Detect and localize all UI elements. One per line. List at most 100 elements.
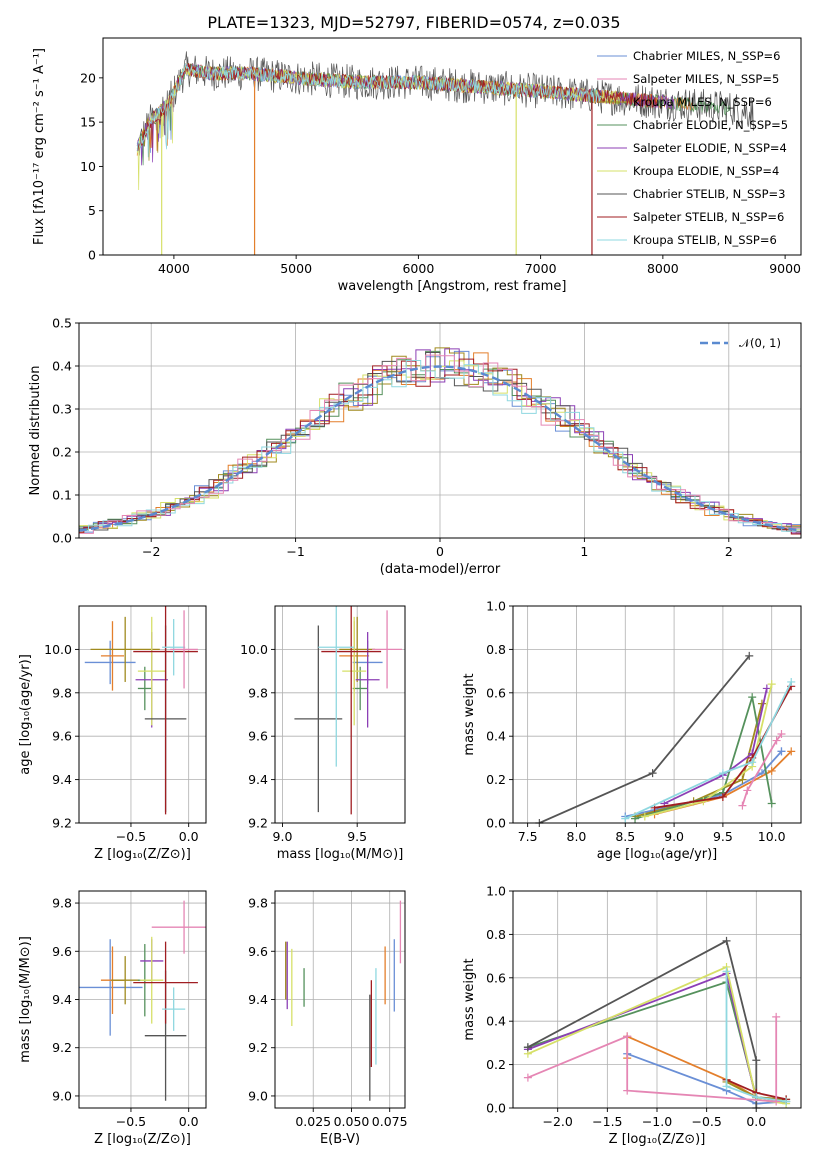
spectrum-frame — [102, 37, 802, 256]
mass_vs_Z-ytick-label-3: 9.6 — [52, 944, 72, 959]
mass_vs_ebv-xtick-label-1: 0.050 — [334, 1114, 370, 1129]
spectrum-xtick-label-5: 9000 — [769, 261, 801, 276]
age_vs_Z-ytick-label-3: 9.8 — [52, 685, 72, 700]
mass_weight_vs_age-marker-8-0 — [621, 814, 630, 823]
spectrum-legend-label-6: Chabrier STELIB, N_SSP=3 — [633, 187, 785, 201]
mass_weight_vs_Z-series-0 — [626, 1052, 787, 1105]
spectrum-ytick-label-4: 20 — [80, 70, 96, 85]
mass_weight_vs_age-marker-4-3 — [762, 684, 771, 693]
mass_weight_vs_age-series-4 — [663, 688, 768, 805]
mass-weight-vs-metallicity-panel: −2.0 −1.5 −1.0 −0.5 0.0 0.0 0.2 0.4 0.6 0.8 1.0 Z [… — [462, 884, 802, 1147]
residual-histogram-8 — [79, 360, 801, 532]
mass_vs_ebv-xlabel: E(B-V) — [320, 1132, 360, 1147]
spectrum-xlabel: wavelength [Angstrom, rest frame] — [338, 279, 567, 294]
residual-legend-label: 𝒩(0, 1) — [739, 336, 781, 350]
age_vs_mass-ytick-label-4: 10.0 — [240, 642, 268, 657]
age_vs_mass-frame — [274, 605, 406, 824]
mass_weight_vs_Z-xtick-label-1: −1.5 — [592, 1114, 622, 1129]
mass_weight_vs_Z-ytick-label-5: 1.0 — [486, 884, 506, 899]
spectrum-legend-label-5: Kroupa ELODIE, N_SSP=4 — [633, 164, 779, 178]
mass_weight_vs_age-marker-1-3 — [787, 747, 796, 756]
mass_weight_vs_age-marker-0-5 — [777, 747, 786, 756]
mass_vs_Z-ytick-label-2: 9.4 — [52, 992, 72, 1007]
mass_weight_vs_Z-marker-6-0 — [523, 1043, 532, 1052]
mass-weight-vs-age-panel: 7.5 8.0 8.5 9.0 9.5 10.0 0.0 0.2 0.4 0.6 0.8 1.0 age… — [462, 599, 802, 862]
residuals-xlabel: (data-model)/error — [380, 562, 501, 577]
mass_weight_vs_age-marker-9-2 — [772, 736, 781, 745]
mass_vs_ebv-ytick-label-3: 9.6 — [248, 944, 268, 959]
residual-histogram-7 — [79, 358, 801, 535]
age_vs_Z-frame — [78, 605, 207, 824]
mass_vs_Z-ytick-label-1: 9.2 — [52, 1040, 72, 1055]
mass_weight_vs_Z-xtick-label-4: 0.0 — [746, 1114, 766, 1129]
residuals-panel: −2 −1 0 1 2 0.0 0.1 0.2 0.3 0.4 0.5 (data-model)/er… — [28, 316, 802, 577]
mass_weight_vs_Z-marker-9-0 — [523, 1073, 532, 1082]
spectrum-legend-label-0: Chabrier MILES, N_SSP=6 — [633, 49, 780, 63]
mass_weight_vs_age-xtick-label-3: 9.0 — [664, 829, 684, 844]
spectrum-legend-label-4: Salpeter ELODIE, N_SSP=4 — [633, 141, 787, 155]
mass_vs_ebv-ytick-label-2: 9.4 — [248, 992, 268, 1007]
residuals-ytick-label-0: 0.0 — [52, 531, 72, 546]
residuals-ytick-label-5: 0.5 — [52, 316, 72, 331]
spectrum-panel: 4000 5000 6000 7000 8000 9000 0 5 10 15 20 waveleng… — [32, 13, 802, 294]
mass_weight_vs_Z-ytick-label-0: 0.0 — [486, 1101, 506, 1116]
mass_weight_vs_age-marker-8-1 — [718, 769, 727, 778]
residuals-ylabel: Normed distribution — [28, 366, 43, 496]
age_vs_Z-xtick-label-0: −0.5 — [116, 829, 146, 844]
mass_weight_vs_age-frame — [512, 605, 802, 824]
mass_weight_vs_age-series-3 — [634, 696, 773, 820]
spectrum-legend-label-1: Salpeter MILES, N_SSP=5 — [633, 72, 779, 86]
mass-vs-ebv-panel: 0.025 0.050 0.075 9.0 9.2 9.4 9.6 9.8 E(B-V) — [248, 890, 408, 1147]
mass_weight_vs_age-series-9 — [741, 733, 783, 806]
mass_weight_vs_Z-ytick-label-4: 0.8 — [486, 927, 506, 942]
mass_weight_vs_age-marker-3-0 — [631, 814, 640, 823]
mass_weight_vs_age-marker-5-0 — [640, 812, 649, 821]
spectrum-line-8 — [136, 63, 602, 158]
mass_weight_vs_Z-series-6 — [527, 939, 758, 1108]
mass_weight_vs_Z-marker-9-1 — [623, 1032, 632, 1041]
mass_vs_ebv-ytick-label-4: 9.8 — [248, 896, 268, 911]
mass_weight_vs_age-marker-3-2 — [748, 693, 757, 702]
spectrum-xtick-label-2: 6000 — [402, 261, 434, 276]
mass_weight_vs_Z-marker-8-1 — [722, 1082, 731, 1091]
mass_weight_vs_age-marker-9-3 — [777, 730, 786, 739]
spectrum-xtick-label-1: 5000 — [280, 261, 312, 276]
mass_weight_vs_age-ytick-label-5: 1.0 — [486, 599, 506, 614]
spectrum-legend-label-7: Salpeter STELIB, N_SSP=6 — [633, 210, 784, 224]
mass_weight_vs_Z-ytick-label-1: 0.2 — [486, 1057, 506, 1072]
mass_weight_vs_Z-ytick-label-2: 0.4 — [486, 1014, 506, 1029]
age_vs_mass-ytick-label-1: 9.4 — [248, 772, 268, 787]
mass_weight_vs_Z-xtick-label-3: −0.5 — [691, 1114, 721, 1129]
mass_vs_Z-ytick-label-0: 9.0 — [52, 1088, 72, 1103]
mass_weight_vs_Z-marker-9-2 — [623, 1086, 632, 1095]
mass_weight_vs_age-xtick-label-2: 8.5 — [615, 829, 635, 844]
residuals-ytick-label-3: 0.3 — [52, 402, 72, 417]
spectrum-title: PLATE=1323, MJD=52797, FIBERID=0574, z=0… — [207, 13, 620, 32]
mass_vs_ebv-frame — [274, 890, 406, 1109]
mass_weight_vs_age-ytick-label-4: 0.8 — [486, 642, 506, 657]
mass_weight_vs_age-ylabel: mass weight — [462, 673, 477, 755]
residuals-xtick-label-0: −2 — [142, 544, 160, 559]
spectrum-legend-label-2: Kroupa MILES, N_SSP=6 — [633, 95, 772, 109]
residuals-xtick-label-2: 0 — [436, 544, 444, 559]
age_vs_mass-ytick-label-2: 9.6 — [248, 729, 268, 744]
mass_weight_vs_age-marker-6-1 — [648, 769, 657, 778]
mass_weight_vs_age-marker-9-1 — [743, 786, 752, 795]
mass_vs_Z-ylabel: mass [log₁₀(M/M⊙)] — [18, 936, 33, 1063]
mass_weight_vs_age-marker-8-2 — [748, 758, 757, 767]
mass_weight_vs_Z-marker-6-1 — [722, 936, 731, 945]
age_vs_Z-ytick-label-0: 9.2 — [52, 816, 72, 831]
mass_weight_vs_age-marker-2-2 — [738, 775, 747, 784]
mass_weight_vs_age-marker-3-3 — [767, 799, 776, 808]
age_vs_Z-ytick-label-1: 9.4 — [52, 772, 72, 787]
mass_weight_vs_age-ytick-label-1: 0.2 — [486, 772, 506, 787]
mass_vs_Z-frame — [78, 890, 207, 1109]
age_vs_mass-xtick-label-1: 9.5 — [347, 829, 367, 844]
mass_vs_Z-ytick-label-4: 9.8 — [52, 896, 72, 911]
spectrum-xtick-label-3: 7000 — [525, 261, 557, 276]
mass_weight_vs_age-ytick-label-3: 0.6 — [486, 685, 506, 700]
mass_vs_ebv-ytick-label-1: 9.2 — [248, 1040, 268, 1055]
mass_weight_vs_age-xtick-label-1: 8.0 — [567, 829, 587, 844]
age-vs-mass-panel: 9.0 9.5 9.2 9.4 9.6 9.8 10.0 mass [log₁₀(M/M⊙)] — [240, 605, 406, 862]
residuals-ytick-label-4: 0.4 — [52, 359, 72, 374]
